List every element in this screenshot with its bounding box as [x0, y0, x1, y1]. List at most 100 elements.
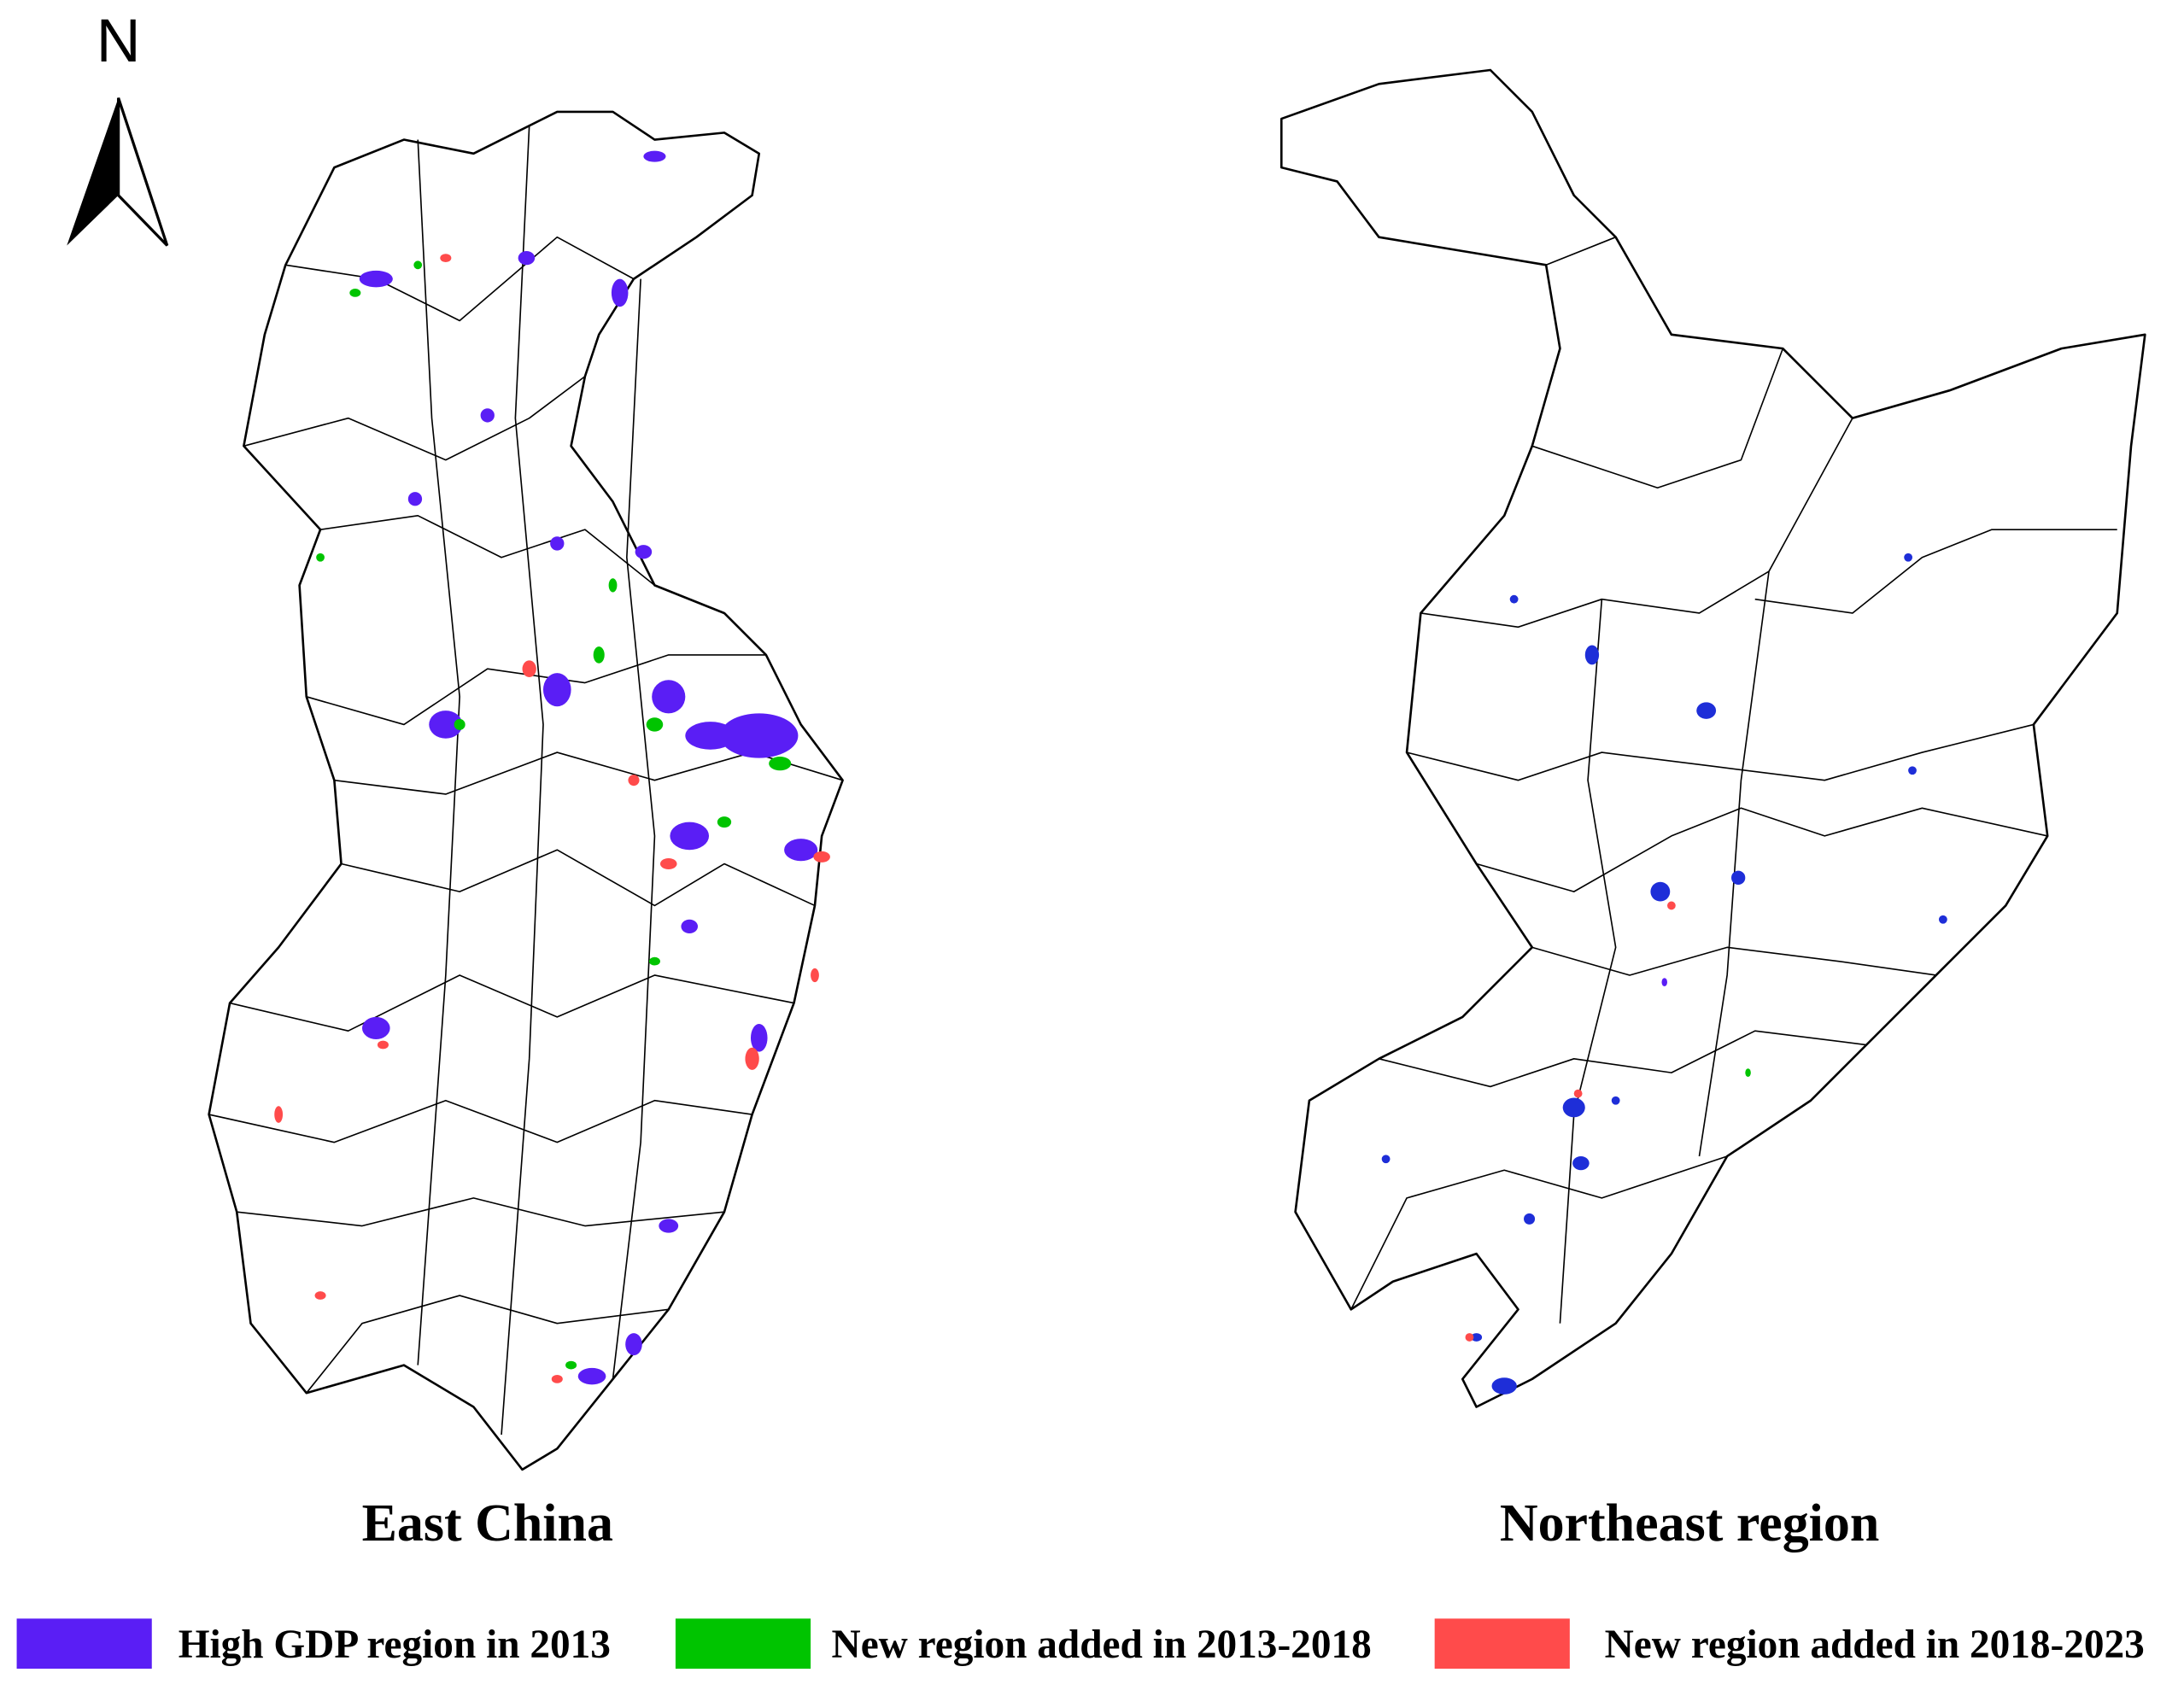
- boundary: [285, 236, 635, 322]
- urban-area: [316, 553, 325, 562]
- boundary: [341, 849, 816, 907]
- urban-area: [717, 816, 732, 828]
- north-label: N: [97, 7, 141, 75]
- region-outline: [1279, 68, 2146, 1408]
- urban-area: [407, 492, 423, 506]
- legend: High GDP region in 2013 New region added …: [16, 1618, 2145, 1670]
- legend-label: New region added in 2013-2018: [832, 1623, 1372, 1667]
- urban-area: [518, 250, 536, 266]
- urban-area: [643, 150, 666, 162]
- urban-area: [625, 1333, 642, 1356]
- urban-area: [769, 756, 792, 771]
- urban-area: [659, 1219, 679, 1233]
- urban-area: [454, 718, 465, 730]
- urban-area: [274, 1106, 284, 1123]
- boundary: [1406, 723, 2035, 781]
- urban-area: [635, 545, 653, 559]
- urban-area: [1731, 870, 1746, 885]
- urban-area: [681, 919, 699, 934]
- urban-area: [359, 270, 393, 288]
- urban-area: [750, 1024, 768, 1052]
- urban-area: [813, 851, 830, 863]
- urban-area: [550, 536, 565, 551]
- urban-area: [542, 673, 571, 707]
- urban-area: [429, 711, 463, 739]
- legend-label: New region added in 2018-2023: [1605, 1623, 2145, 1667]
- urban-area: [1666, 901, 1676, 910]
- boundary: [306, 654, 766, 726]
- boundary: [1379, 1030, 1867, 1088]
- legend-label: High GDP region in 2013: [179, 1623, 611, 1667]
- urban-area: [646, 717, 664, 732]
- urban-area: [659, 857, 677, 870]
- urban-area: [1572, 1155, 1590, 1171]
- urban-area: [349, 289, 361, 297]
- urban-area: [377, 1040, 389, 1050]
- urban-area: [361, 1016, 390, 1039]
- map-title: East China: [362, 1494, 613, 1553]
- boundary: [1476, 807, 2048, 892]
- urban-area: [685, 722, 736, 750]
- urban-area: [1745, 1068, 1751, 1078]
- urban-area: [1938, 915, 1947, 924]
- urban-area: [608, 578, 618, 593]
- urban-area: [1465, 1333, 1474, 1342]
- urban-area: [1471, 1333, 1483, 1342]
- urban-area: [1509, 594, 1519, 604]
- urban-area: [314, 1291, 326, 1300]
- boundary: [612, 278, 656, 1379]
- legend-swatch: [16, 1618, 152, 1670]
- northeast-map: [1279, 68, 2146, 1408]
- urban-area: [784, 839, 818, 862]
- boundary: [243, 376, 586, 461]
- boundary: [208, 1099, 752, 1143]
- legend-swatch: [675, 1618, 811, 1670]
- urban-area: [1696, 702, 1717, 719]
- urban-area: [551, 1374, 563, 1383]
- legend-swatch: [1434, 1618, 1570, 1670]
- urban-area: [1611, 1096, 1620, 1105]
- boundary: [1531, 946, 1936, 976]
- arrow-left: [67, 97, 119, 246]
- urban-area: [1908, 766, 1917, 775]
- boundary: [1350, 1155, 1728, 1310]
- urban-area: [1661, 978, 1667, 987]
- urban-area: [720, 713, 799, 758]
- map-title: Northeast region: [1500, 1494, 1880, 1553]
- urban-area: [593, 646, 605, 664]
- urban-area: [577, 1367, 606, 1385]
- urban-area: [745, 1047, 759, 1070]
- boundary: [501, 126, 544, 1436]
- urban-area: [670, 822, 710, 851]
- urban-area: [1904, 553, 1913, 562]
- boundary: [1559, 599, 1617, 1324]
- urban-area: [480, 408, 495, 423]
- region-outline: [208, 110, 844, 1471]
- urban-area: [811, 968, 819, 983]
- urban-area: [648, 956, 660, 966]
- urban-area: [565, 1360, 577, 1370]
- boundary: [319, 515, 655, 587]
- urban-area: [413, 260, 423, 270]
- urban-area: [440, 254, 452, 263]
- north-arrow: N: [67, 7, 169, 247]
- urban-area: [652, 680, 686, 714]
- urban-area: [611, 278, 629, 307]
- urban-area: [1524, 1213, 1536, 1225]
- boundary: [229, 974, 794, 1032]
- boundary: [417, 139, 460, 1365]
- urban-area: [1573, 1089, 1583, 1098]
- urban-area: [1584, 645, 1600, 665]
- boundary: [1545, 236, 1616, 266]
- urban-area: [1381, 1155, 1391, 1164]
- urban-area: [1650, 881, 1671, 902]
- urban-area: [628, 775, 640, 787]
- urban-area: [522, 660, 536, 677]
- urban-area: [1491, 1377, 1517, 1395]
- urban-area: [1562, 1097, 1585, 1118]
- boundary: [1420, 418, 1853, 629]
- east-china-map: [208, 110, 844, 1471]
- arrow-right: [116, 97, 169, 247]
